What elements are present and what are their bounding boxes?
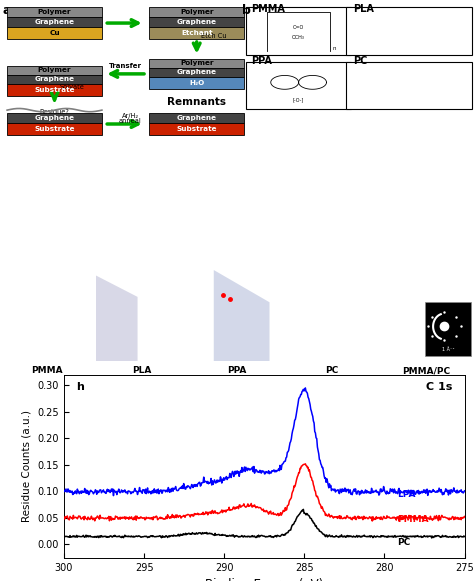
Text: anneal: anneal	[119, 117, 142, 124]
Text: Ar/H₂: Ar/H₂	[122, 113, 139, 119]
Text: Substrate: Substrate	[34, 126, 75, 132]
Text: Etch Cu: Etch Cu	[201, 34, 227, 40]
FancyBboxPatch shape	[149, 113, 244, 123]
Text: Graphene: Graphene	[35, 115, 74, 121]
Polygon shape	[214, 270, 270, 361]
Text: Graphene: Graphene	[177, 115, 217, 121]
Text: n: n	[333, 46, 336, 51]
Polygon shape	[96, 275, 137, 361]
Text: 20 μm: 20 μm	[137, 258, 162, 267]
Text: PPA: PPA	[251, 56, 272, 66]
Text: h: h	[76, 382, 84, 392]
Text: 20 μm: 20 μm	[43, 258, 67, 267]
Text: Residue?: Residue?	[39, 109, 70, 114]
FancyBboxPatch shape	[425, 302, 471, 356]
Text: Graphene: Graphene	[177, 69, 217, 75]
Y-axis label: Residue Counts (a.u.): Residue Counts (a.u.)	[22, 410, 32, 522]
Text: Graphene: Graphene	[35, 76, 74, 83]
Text: C 1s: C 1s	[426, 382, 453, 392]
Text: PPA: PPA	[228, 366, 246, 375]
Text: C=O: C=O	[293, 25, 304, 30]
Text: 20 μm: 20 μm	[327, 258, 351, 267]
Text: g: g	[386, 260, 393, 270]
FancyBboxPatch shape	[246, 7, 351, 55]
FancyBboxPatch shape	[149, 68, 244, 77]
Text: LPA: LPA	[397, 490, 416, 498]
Text: 1 Å⁻¹: 1 Å⁻¹	[442, 347, 454, 352]
Text: a: a	[2, 3, 11, 16]
FancyBboxPatch shape	[346, 7, 472, 55]
FancyBboxPatch shape	[149, 123, 244, 135]
Text: PMMA/PC: PMMA/PC	[402, 366, 451, 375]
Text: PMMA: PMMA	[397, 515, 429, 524]
FancyBboxPatch shape	[7, 84, 102, 95]
Text: PC: PC	[325, 366, 338, 375]
Text: Polymer: Polymer	[38, 9, 71, 15]
Text: Cu: Cu	[49, 30, 60, 36]
FancyBboxPatch shape	[7, 17, 102, 27]
Text: Graphene: Graphene	[35, 19, 74, 25]
FancyBboxPatch shape	[7, 123, 102, 135]
FancyBboxPatch shape	[7, 113, 102, 123]
FancyBboxPatch shape	[149, 59, 244, 68]
FancyBboxPatch shape	[149, 7, 244, 17]
Text: Polymer: Polymer	[38, 67, 71, 73]
Text: b: b	[242, 3, 251, 16]
Text: d: d	[101, 260, 109, 270]
Text: Substrate: Substrate	[176, 126, 217, 132]
FancyBboxPatch shape	[346, 62, 472, 109]
Text: Polymer: Polymer	[180, 60, 213, 66]
Text: e: e	[196, 260, 203, 270]
FancyBboxPatch shape	[149, 17, 244, 27]
Text: PC: PC	[353, 56, 367, 66]
Text: Solvate: Solvate	[59, 84, 84, 90]
Text: Polymer: Polymer	[180, 9, 213, 15]
FancyBboxPatch shape	[7, 75, 102, 84]
Text: 20 μm: 20 μm	[232, 258, 256, 267]
FancyBboxPatch shape	[149, 77, 244, 89]
X-axis label: Binding Energy (eV): Binding Energy (eV)	[205, 578, 323, 581]
Text: PMMA: PMMA	[251, 3, 285, 13]
Text: f: f	[291, 260, 296, 270]
Text: PC: PC	[397, 539, 410, 547]
Text: H₂O: H₂O	[189, 80, 204, 86]
FancyBboxPatch shape	[246, 62, 351, 109]
Text: PMMA: PMMA	[32, 366, 63, 375]
Text: 20 μm: 20 μm	[422, 258, 446, 267]
Text: Graphene: Graphene	[177, 19, 217, 25]
Text: Substrate: Substrate	[34, 87, 75, 92]
FancyBboxPatch shape	[7, 27, 102, 39]
Text: c: c	[7, 260, 13, 270]
Text: [-O-]: [-O-]	[293, 98, 304, 103]
FancyBboxPatch shape	[149, 27, 244, 39]
FancyBboxPatch shape	[7, 7, 102, 17]
Text: Transfer: Transfer	[109, 63, 142, 69]
Text: PLA: PLA	[133, 366, 152, 375]
Text: Etchant: Etchant	[181, 30, 212, 36]
Text: Remnants: Remnants	[167, 97, 226, 107]
Text: PLA: PLA	[353, 3, 374, 13]
Text: OCH₃: OCH₃	[292, 35, 305, 40]
FancyBboxPatch shape	[7, 66, 102, 75]
